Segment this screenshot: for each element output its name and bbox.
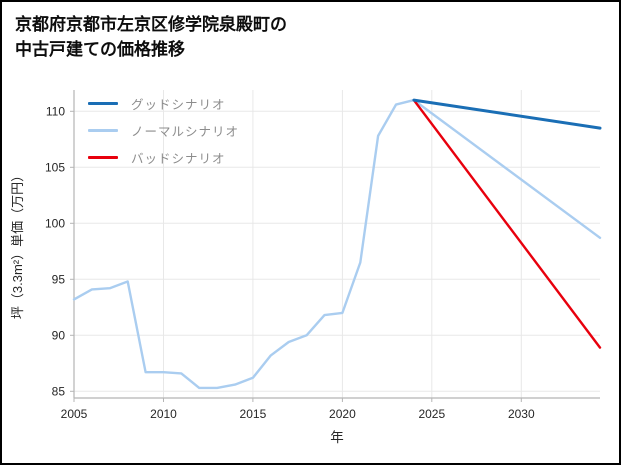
bad-scenario-line-swatch [88, 156, 118, 159]
y-axis-label: 坪（3.3m²）単価（万円） [10, 169, 25, 319]
good-scenario-line-swatch [88, 102, 118, 105]
legend-item-bad-scenario: バッドシナリオ [88, 144, 239, 171]
y-tick-label: 105 [45, 160, 65, 174]
y-tick-label: 90 [52, 328, 66, 342]
x-tick-label: 2015 [240, 407, 267, 421]
x-tick-label: 2010 [150, 407, 177, 421]
y-tick-label: 100 [45, 216, 65, 230]
page-title-line2: 中古戸建ての価格推移 [15, 39, 185, 59]
legend-item-normal-scenario: ノーマルシナリオ [88, 117, 239, 144]
series-line-normal-scenario [412, 98, 602, 240]
y-tick-label: 85 [52, 384, 66, 398]
y-tick-label: 110 [46, 104, 65, 118]
x-tick-label: 2020 [329, 407, 356, 421]
x-tick-label: 2025 [418, 407, 445, 421]
series-line-good-scenario [412, 98, 602, 130]
series-line-history [72, 98, 416, 390]
page-title: 京都府京都市左京区修学院泉殿町の 中古戸建ての価格推移 [15, 13, 287, 62]
x-tick-label: 2030 [508, 407, 535, 421]
legend-label-bad-scenario: バッドシナリオ [131, 152, 226, 166]
y-tick-label: 95 [52, 272, 66, 286]
x-axis-label: 年 [330, 430, 344, 445]
legend-label-good-scenario: グッドシナリオ [131, 98, 226, 112]
legend-item-good-scenario: グッドシナリオ [88, 90, 239, 117]
price-trend-chart: 85 90 95 100 105 110 2005 2010 2015 2020 2025 2030 年… [10, 90, 602, 445]
chart-legend: グッドシナリオ ノーマルシナリオ バッドシナリオ [88, 90, 239, 171]
legend-label-normal-scenario: ノーマルシナリオ [131, 125, 240, 139]
x-tick-label: 2005 [61, 407, 88, 421]
normal-scenario-line-swatch [88, 129, 118, 132]
page-title-line1: 京都府京都市左京区修学院泉殿町の [15, 15, 287, 34]
series-line-bad-scenario [412, 98, 602, 349]
